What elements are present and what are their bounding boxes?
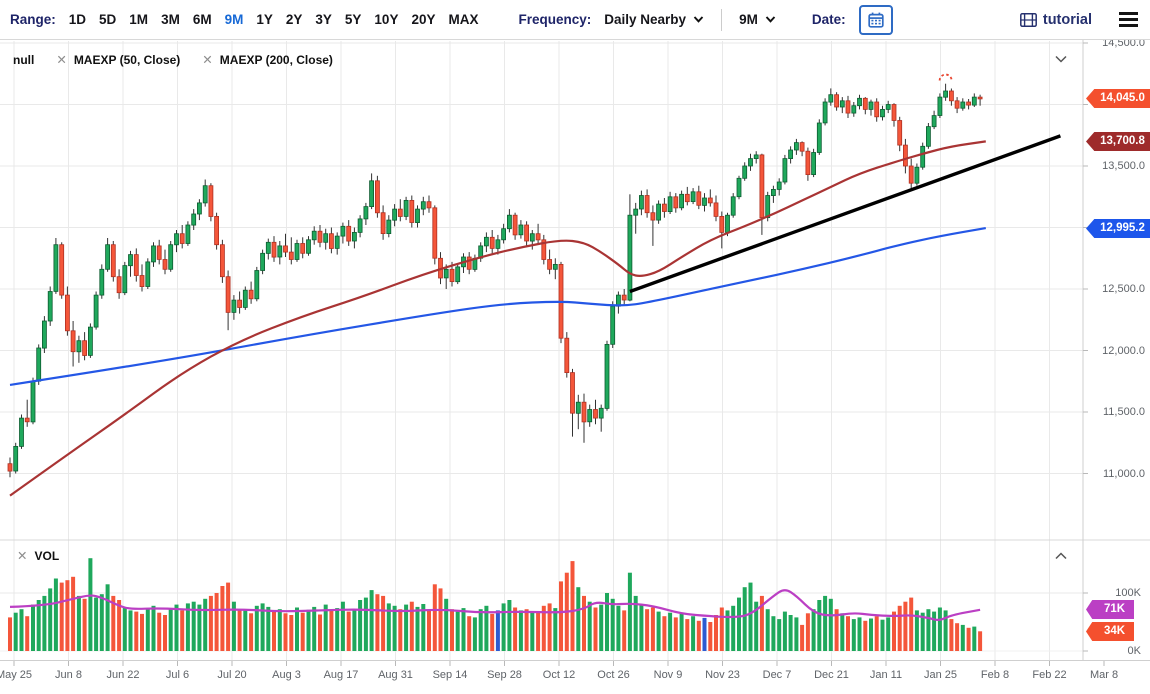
y-axis-label: 12,500.0	[1102, 283, 1145, 295]
x-axis-label: Feb 8	[980, 669, 1010, 681]
x-axis-label: Jan 25	[923, 669, 958, 681]
range-button-5d[interactable]: 5D	[99, 12, 117, 27]
x-axis-label: Oct 12	[542, 669, 576, 681]
hamburger-icon	[1119, 12, 1138, 15]
x-axis-label: Sep 28	[487, 669, 522, 681]
collapse-main-pane-chevron-down-icon[interactable]	[1054, 55, 1068, 64]
x-axis-label: Aug 31	[378, 669, 413, 681]
y-axis-label: 11,000.0	[1102, 468, 1145, 480]
range-button-5y[interactable]: 5Y	[344, 12, 362, 27]
y-axis-label: 12,000.0	[1102, 345, 1145, 357]
close-volume-icon[interactable]: ✕	[17, 549, 28, 563]
toolbar: Range: 1D 5D 1M 3M 6M 9M 1Y 2Y 3Y 5Y 10Y 20Y MAX Fre…	[0, 0, 1150, 40]
range-button-1m[interactable]: 1M	[129, 12, 149, 27]
range-button-6m[interactable]: 6M	[192, 12, 212, 27]
x-axis-label: Jul 6	[165, 669, 190, 681]
tutorial-link[interactable]: tutorial	[1019, 11, 1092, 28]
remove-indicator-icon[interactable]: ✕	[56, 53, 67, 67]
x-axis-label: Feb 22	[1032, 669, 1067, 681]
x-axis-label: Oct 26	[597, 669, 630, 681]
remove-indicator-icon[interactable]: ✕	[202, 53, 213, 67]
x-axis-label: Jul 20	[217, 669, 247, 681]
range-label: Range:	[10, 12, 56, 27]
film-icon	[1019, 12, 1037, 27]
period-select[interactable]: 9M	[739, 12, 776, 27]
volume-axis-label: 0K	[1127, 645, 1141, 657]
range-button-group: 1D 5D 1M 3M 6M 9M 1Y 2Y 3Y 5Y 10Y 20Y MAX	[69, 12, 479, 27]
x-axis-label: Jun 8	[55, 669, 82, 681]
y-axis-label: 11,500.0	[1102, 406, 1145, 418]
divider	[721, 8, 723, 31]
main-pane-legend: null ✕ MAEXP (50, Close) ✕ MAEXP (200, Clos…	[13, 52, 355, 68]
range-button-3m[interactable]: 3M	[161, 12, 180, 27]
price-badge-ema50-value: 13,700.8	[1086, 132, 1150, 151]
volume-pane-legend: ✕ VOL	[17, 548, 60, 564]
y-axis-label: 13,500.0	[1102, 160, 1145, 172]
x-axis-label: Jan 11	[869, 669, 903, 681]
range-button-max[interactable]: MAX	[448, 12, 479, 27]
x-axis-label: Sep 14	[432, 669, 468, 681]
x-axis-label: Dec 7	[762, 669, 792, 681]
x-axis-label: Nov 23	[705, 669, 740, 681]
range-button-10y[interactable]: 10Y	[374, 12, 399, 27]
indicator-label-1: MAEXP (200, Close)	[219, 52, 333, 67]
tutorial-label: tutorial	[1042, 11, 1092, 28]
volume-label: VOL	[34, 548, 60, 563]
calendar-icon	[867, 12, 884, 28]
frequency-select[interactable]: Daily Nearby	[604, 12, 704, 27]
price-badge-last-price: 14,045.0	[1086, 89, 1150, 108]
range-button-1d[interactable]: 1D	[68, 12, 87, 27]
menu-button[interactable]	[1119, 12, 1138, 27]
x-axis-label: Aug 17	[323, 669, 359, 681]
symbol-label: null	[13, 52, 35, 67]
indicator-list: ✕ MAEXP (50, Close) ✕ MAEXP (200, Close)	[56, 52, 355, 68]
period-value: 9M	[739, 12, 758, 27]
range-button-20y[interactable]: 20Y	[411, 12, 436, 27]
frequency-value: Daily Nearby	[604, 12, 687, 27]
frequency-label: Frequency:	[518, 12, 592, 27]
chevron-down-icon	[693, 16, 704, 23]
calendar-button[interactable]	[858, 4, 893, 35]
x-axis-label: Aug 3	[272, 669, 301, 681]
volume-badge-last-volume: 34K	[1086, 622, 1134, 641]
x-axis-label: Dec 21	[814, 669, 849, 681]
x-axis-label: Mar 8	[1089, 669, 1119, 681]
range-button-9m[interactable]: 9M	[224, 12, 244, 27]
x-axis-label: Jun 22	[106, 669, 140, 681]
price-badge-ema200-value: 12,995.2	[1086, 219, 1150, 238]
chevron-down-icon	[765, 16, 776, 23]
indicator-label-0: MAEXP (50, Close)	[73, 52, 181, 67]
range-button-3y[interactable]: 3Y	[315, 12, 332, 27]
range-button-1y[interactable]: 1Y	[256, 12, 273, 27]
volume-badge-volume-ma-value: 71K	[1086, 600, 1134, 619]
volume-axis-label: 100K	[1115, 587, 1141, 599]
expand-volume-pane-chevron-up-icon[interactable]	[1054, 551, 1068, 560]
date-label: Date:	[811, 12, 846, 27]
x-axis-label: May 25	[0, 669, 33, 681]
y-axis-label: 14,500.0	[1102, 37, 1145, 49]
range-button-2y[interactable]: 2Y	[285, 12, 303, 27]
x-axis-label: Nov 9	[653, 669, 683, 681]
